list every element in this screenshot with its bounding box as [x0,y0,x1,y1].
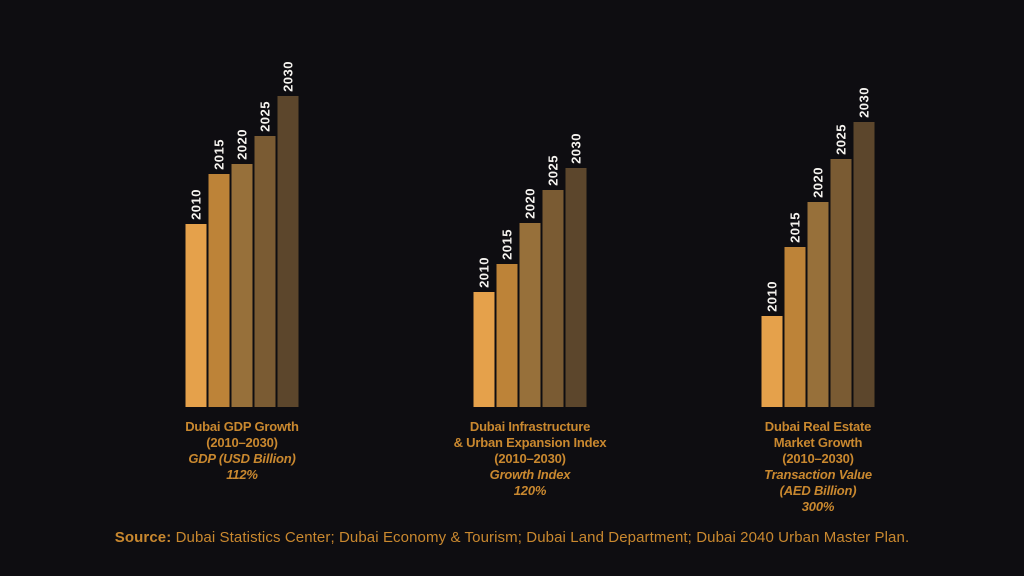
chart-infrastructure-index: 2010 2015 2020 2025 2030 Dubai Infrastructur… [400,0,660,576]
bar-year-label: 2010 [764,281,780,312]
bar-column-2025: 2025 [254,101,276,407]
chart-subtitle-line: GDP (USD Billion) [188,451,296,466]
bar-year-label: 2030 [568,133,584,164]
chart-title-line: (2010–2030) [206,435,278,450]
bar-column-2030: 2030 [565,133,587,407]
bar-group-gdp: 2010 2015 2020 2025 2030 [185,61,299,407]
bar-column-2030: 2030 [277,61,299,407]
bar-year-label: 2015 [787,212,803,243]
bar-year-label: 2010 [476,257,492,288]
bar-2025 [254,136,276,407]
bar-column-2010: 2010 [473,257,495,407]
bar-year-label: 2015 [499,229,515,260]
chart-caption-gdp: Dubai GDP Growth (2010–2030) GDP (USD Bill… [112,419,372,483]
bar-2030 [277,96,299,407]
bar-2010 [761,316,783,407]
bar-2010 [185,224,207,407]
bar-2020 [519,223,541,407]
bar-group-real-estate: 2010 2015 2020 2025 2030 [761,87,875,407]
chart-title-line: & Urban Expansion Index [453,435,607,450]
chart-dubai-gdp-growth: 2010 2015 2020 2025 2030 Dubai GDP Growth (20… [112,0,372,576]
chart-title-line: Dubai Real Estate [764,419,872,434]
bar-2030 [565,168,587,407]
bar-2015 [784,247,806,407]
source-label: Source: [114,529,172,546]
bar-column-2010: 2010 [185,189,207,407]
bar-year-label: 2020 [234,129,250,160]
bar-column-2015: 2015 [208,139,230,407]
bar-2025 [542,190,564,407]
bar-group-infrastructure: 2010 2015 2020 2025 2030 [473,133,587,407]
bar-year-label: 2020 [522,188,538,219]
bar-year-label: 2025 [545,155,561,186]
bar-year-label: 2020 [810,167,826,198]
bar-column-2020: 2020 [519,188,541,407]
bar-2015 [496,264,518,407]
bar-2025 [830,159,852,407]
chart-subtitle-line: (AED Billion) [779,483,857,498]
bar-column-2020: 2020 [807,167,829,407]
chart-title-line: Market Growth [773,435,863,450]
bar-year-label: 2025 [833,124,849,155]
chart-caption-real-estate: Dubai Real Estate Market Growth (2010–2030… [688,419,948,515]
bar-2015 [208,174,230,407]
chart-title-line: Dubai GDP Growth [185,419,299,434]
bar-2020 [807,202,829,407]
bar-year-label: 2015 [211,139,227,170]
bar-year-label: 2025 [257,101,273,132]
bar-column-2015: 2015 [496,229,518,407]
bar-column-2015: 2015 [784,212,806,407]
bar-year-label: 2010 [188,189,204,220]
chart-title-line: (2010–2030) [782,451,854,466]
bar-2030 [853,122,875,407]
chart-title-line: (2010–2030) [494,451,566,466]
chart-subtitle-line: 120% [513,483,547,498]
chart-subtitle-line: Transaction Value [764,467,872,482]
source-text: Dubai Statistics Center; Dubai Economy &… [171,529,910,546]
bar-year-label: 2030 [280,61,296,92]
chart-real-estate-growth: 2010 2015 2020 2025 2030 Dubai Real Estate Ma… [688,0,948,576]
bar-year-label: 2030 [856,87,872,118]
chart-subtitle-line: Growth Index [489,467,571,482]
bar-column-2025: 2025 [830,124,852,407]
chart-subtitle-line: 300% [801,499,835,514]
chart-subtitle-line: 112% [226,467,258,482]
source-attribution: Source: Dubai Statistics Center; Dubai E… [0,529,1024,546]
bar-2010 [473,292,495,407]
bar-2020 [231,164,253,407]
bar-column-2025: 2025 [542,155,564,407]
bar-column-2010: 2010 [761,281,783,407]
bar-column-2020: 2020 [231,129,253,407]
chart-caption-infrastructure: Dubai Infrastructure & Urban Expansion In… [400,419,660,499]
chart-title-line: Dubai Infrastructure [469,419,591,434]
bar-column-2030: 2030 [853,87,875,407]
